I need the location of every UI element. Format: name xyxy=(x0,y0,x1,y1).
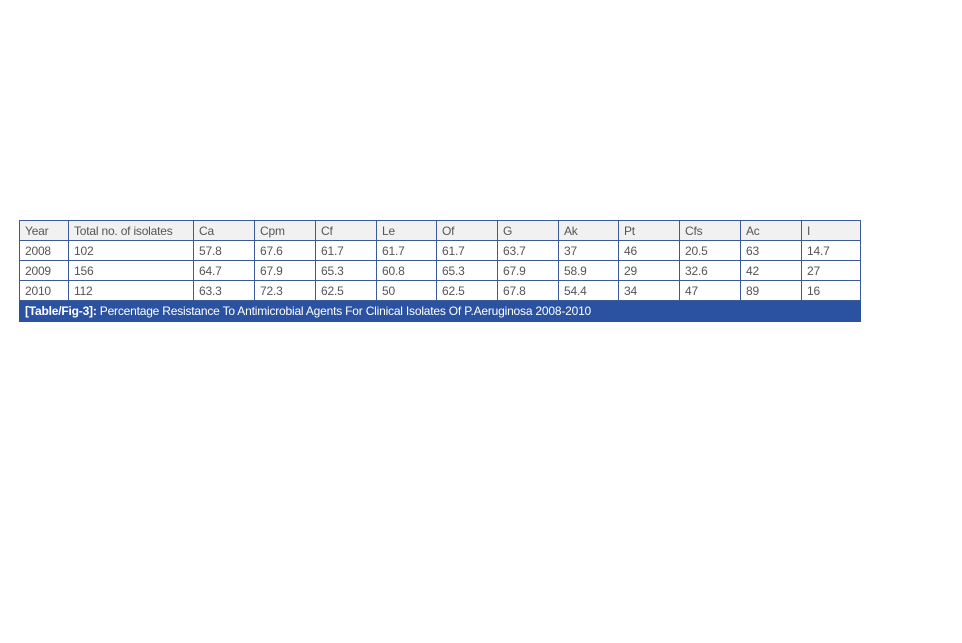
table-cell: 42 xyxy=(740,260,802,281)
caption-row: [Table/Fig-3]: Percentage Resistance To … xyxy=(19,300,861,322)
column-header: Of xyxy=(436,220,498,241)
column-header: Pt xyxy=(618,220,680,241)
table-cell: 63.3 xyxy=(193,280,255,301)
table-cell: 63 xyxy=(740,240,802,261)
column-header: Cpm xyxy=(254,220,316,241)
table-cell: 65.3 xyxy=(436,260,498,281)
table-cell: 72.3 xyxy=(254,280,316,301)
table-cell: 2009 xyxy=(19,260,69,281)
column-header: Year xyxy=(19,220,69,241)
table-cell: 47 xyxy=(679,280,741,301)
table-cell: 14.7 xyxy=(801,240,861,261)
table-cell: 37 xyxy=(558,240,619,261)
table-row: 2009 156 64.7 67.9 65.3 60.8 65.3 67.9 58.9 29 32.… xyxy=(19,260,861,281)
table-cell: 50 xyxy=(376,280,437,301)
table-cell: 89 xyxy=(740,280,802,301)
header-row: Year Total no. of isolates Ca Cpm Cf Le Of G Ak P… xyxy=(19,220,861,241)
table-cell: 64.7 xyxy=(193,260,255,281)
table-cell: 65.3 xyxy=(315,260,377,281)
caption-label: [Table/Fig-3]: xyxy=(25,304,97,318)
column-header: Ac xyxy=(740,220,802,241)
table-cell: 16 xyxy=(801,280,861,301)
column-header: G xyxy=(497,220,559,241)
table-cell: 29 xyxy=(618,260,680,281)
table-cell: 54.4 xyxy=(558,280,619,301)
table-row: 2010 112 63.3 72.3 62.5 50 62.5 67.8 54.4 34 47 89 1… xyxy=(19,280,861,301)
column-header: Ca xyxy=(193,220,255,241)
table-cell: 62.5 xyxy=(436,280,498,301)
table-cell: 156 xyxy=(68,260,194,281)
column-header: Le xyxy=(376,220,437,241)
table-cell: 67.8 xyxy=(497,280,559,301)
table-caption: [Table/Fig-3]: Percentage Resistance To … xyxy=(19,300,861,322)
column-header: Ak xyxy=(558,220,619,241)
table-cell: 34 xyxy=(618,280,680,301)
table-cell: 61.7 xyxy=(436,240,498,261)
table-row: 2008 102 57.8 67.6 61.7 61.7 61.7 63.7 37 46 20.5 6… xyxy=(19,240,861,261)
table-cell: 2010 xyxy=(19,280,69,301)
table-cell: 67.9 xyxy=(254,260,316,281)
column-header: Total no. of isolates xyxy=(68,220,194,241)
column-header: Cfs xyxy=(679,220,741,241)
table-cell: 46 xyxy=(618,240,680,261)
column-header: I xyxy=(801,220,861,241)
caption-text: Percentage Resistance To Antimicrobial A… xyxy=(96,304,592,318)
table-cell: 63.7 xyxy=(497,240,559,261)
table-cell: 60.8 xyxy=(376,260,437,281)
table-cell: 61.7 xyxy=(315,240,377,261)
table-cell: 67.6 xyxy=(254,240,316,261)
table-cell: 102 xyxy=(68,240,194,261)
table-cell: 32.6 xyxy=(679,260,741,281)
table-cell: 112 xyxy=(68,280,194,301)
table-cell: 67.9 xyxy=(497,260,559,281)
table-cell: 27 xyxy=(801,260,861,281)
table-cell: 57.8 xyxy=(193,240,255,261)
table-cell: 58.9 xyxy=(558,260,619,281)
resistance-table: Year Total no. of isolates Ca Cpm Cf Le Of G Ak P… xyxy=(19,220,861,322)
table-cell: 62.5 xyxy=(315,280,377,301)
table-cell: 20.5 xyxy=(679,240,741,261)
table-cell: 2008 xyxy=(19,240,69,261)
column-header: Cf xyxy=(315,220,377,241)
table-cell: 61.7 xyxy=(376,240,437,261)
